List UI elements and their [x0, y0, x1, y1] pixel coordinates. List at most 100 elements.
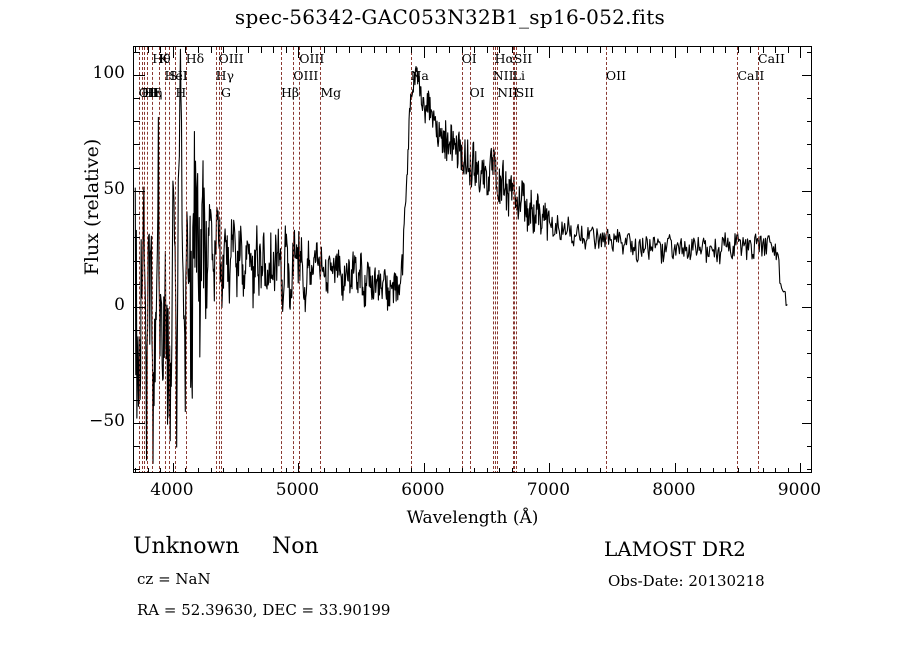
line-label-SII: SII — [169, 68, 188, 83]
tick-mark — [210, 468, 212, 472]
tick-mark — [486, 47, 488, 53]
line-label-Hbeta: Hβ — [280, 85, 300, 100]
line-marker-Hgamma — [215, 47, 217, 472]
tick-mark — [549, 47, 551, 58]
tick-mark — [160, 468, 162, 472]
tick-mark — [612, 468, 614, 472]
line-label-K: K — [158, 51, 169, 66]
line-label-Hzeta: H — [147, 85, 159, 100]
tick-mark — [323, 47, 325, 53]
y-tick-0: 0 — [114, 294, 125, 315]
tick-mark — [134, 167, 140, 169]
tick-mark — [134, 399, 140, 401]
line-label-HE: HE — [141, 85, 162, 100]
tick-mark — [561, 468, 563, 472]
tick-mark — [223, 468, 225, 472]
y-tick-50: 50 — [103, 178, 125, 199]
tick-mark — [348, 468, 350, 472]
tick-mark — [800, 463, 802, 472]
tick-mark — [310, 468, 312, 472]
spectrum-trace — [134, 48, 788, 465]
tick-mark — [185, 468, 187, 472]
tick-mark — [574, 468, 576, 472]
line-label-OI-6363: OI — [469, 85, 485, 100]
line-label-OII-7450: OII — [605, 68, 627, 83]
tick-mark — [700, 468, 702, 472]
tick-mark — [298, 463, 300, 472]
line-label-NII-6583: NII — [497, 85, 518, 100]
line-label-Na: Na — [410, 68, 429, 83]
tick-mark — [198, 47, 199, 53]
tick-mark — [807, 376, 811, 378]
tick-mark — [649, 468, 651, 472]
line-label-NII-6548: NII — [492, 68, 514, 83]
page-title: spec-56342-GAC053N32B1_sp16-052.fits — [234, 5, 666, 29]
tick-mark — [807, 214, 811, 216]
line-marker-Heta — [144, 47, 145, 472]
tick-mark — [587, 468, 589, 472]
tick-mark — [461, 47, 463, 53]
line-label-H: H — [175, 85, 187, 100]
tick-mark — [800, 47, 802, 58]
tick-mark — [687, 468, 689, 472]
tick-mark — [134, 422, 145, 424]
tick-mark — [235, 468, 237, 472]
line-label-OII: OII — [138, 85, 159, 100]
line-marker-H — [175, 47, 177, 472]
tick-mark — [486, 468, 488, 472]
tick-mark — [807, 121, 811, 123]
tick-mark — [807, 353, 811, 355]
line-label-Hdelta: Hδ — [185, 51, 205, 66]
tick-mark — [449, 468, 451, 472]
tick-mark — [725, 47, 727, 53]
tick-mark — [260, 468, 262, 472]
tick-mark — [134, 237, 140, 239]
tick-mark — [725, 468, 727, 472]
tick-mark — [807, 283, 811, 285]
tick-mark — [134, 98, 140, 100]
tick-mark — [285, 468, 287, 472]
line-label-Halpha: Hα — [494, 51, 514, 66]
tick-mark — [298, 47, 300, 58]
y-axis-label: Flux (relative) — [81, 138, 103, 276]
tick-mark — [461, 468, 463, 472]
tick-mark — [260, 47, 262, 53]
tick-mark — [373, 468, 375, 472]
line-label-OIII-5007: OIII — [299, 51, 325, 66]
line-marker-OII-7450 — [605, 47, 607, 472]
tick-mark — [310, 47, 312, 53]
flux-polyline — [134, 48, 788, 465]
line-label-OIII-4363: OIII — [218, 51, 244, 66]
tick-mark — [185, 47, 187, 53]
tick-mark — [210, 47, 212, 53]
tick-mark — [802, 306, 811, 308]
tick-mark — [712, 468, 714, 472]
tick-mark — [737, 468, 739, 472]
tick-mark — [624, 47, 626, 53]
tick-mark — [762, 47, 764, 53]
x-tick-4000: 4000 — [150, 480, 194, 500]
line-marker-Hzeta — [147, 47, 149, 472]
tick-mark — [802, 422, 811, 424]
x-axis-label: Wavelength (Å) — [406, 508, 539, 528]
plot-area[interactable] — [133, 46, 812, 473]
line-marker-Hbeta — [281, 47, 282, 472]
tick-mark — [361, 468, 363, 472]
tick-mark — [172, 47, 174, 58]
tick-mark — [674, 463, 676, 472]
tick-mark — [423, 463, 425, 472]
line-label-CaII-8498: CaII — [737, 68, 765, 83]
tick-mark — [787, 468, 789, 472]
tick-mark — [423, 47, 425, 58]
line-label-G: G — [220, 85, 231, 100]
tick-mark — [160, 47, 162, 53]
line-marker-Mg — [320, 47, 322, 472]
tick-mark — [524, 47, 526, 53]
line-marker-Na — [410, 47, 412, 472]
tick-mark — [737, 47, 739, 53]
tick-mark — [134, 330, 140, 332]
tick-mark — [750, 468, 752, 472]
tick-mark — [336, 47, 338, 53]
tick-mark — [373, 47, 375, 53]
tick-mark — [499, 468, 501, 472]
